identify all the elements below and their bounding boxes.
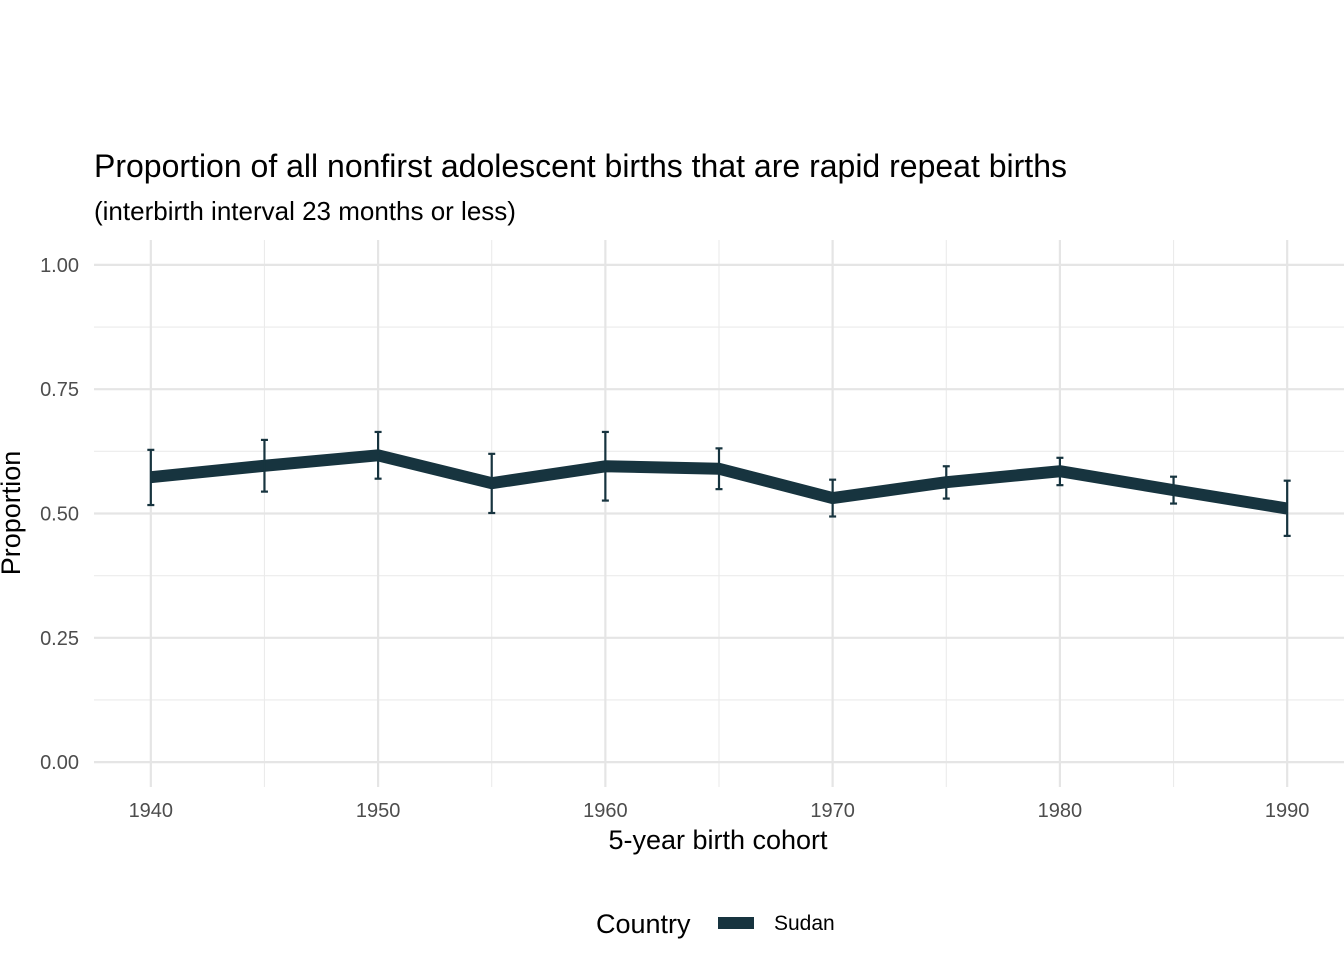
y-tick-label: 0.50 [40, 504, 79, 526]
y-tick-label: 1.00 [40, 255, 79, 277]
y-tick-label: 0.00 [40, 752, 79, 774]
x-tick-label: 1950 [356, 800, 401, 822]
plot-area [147, 430, 1291, 537]
x-axis-title: 5-year birth cohort [608, 825, 828, 855]
x-tick-label: 1980 [1038, 800, 1083, 822]
axes: 0.00 0.25 0.50 0.75 1.00 1940 1950 1960 1970 1980… [40, 255, 1309, 822]
x-tick-label: 1970 [810, 800, 855, 822]
y-tick-label: 0.75 [40, 379, 79, 401]
legend-title: Country [596, 909, 691, 939]
chart-subtitle: (interbirth interval 23 months or less) [94, 196, 516, 226]
legend-key-sudan [718, 917, 754, 929]
error-bar [1056, 456, 1064, 487]
error-bar [1170, 475, 1178, 505]
error-bar [1283, 479, 1291, 537]
x-tick-label: 1990 [1265, 800, 1310, 822]
error-bar [374, 430, 382, 480]
error-bar [488, 452, 496, 515]
legend-label-sudan: Sudan [774, 912, 835, 935]
error-bar [829, 478, 837, 518]
chart-title: Proportion of all nonfirst adolescent bi… [94, 148, 1067, 184]
error-bar [147, 448, 155, 507]
y-axis-title: Proportion [0, 451, 26, 576]
y-tick-label: 0.25 [40, 628, 79, 650]
error-bar [260, 438, 268, 493]
error-bar [942, 465, 950, 500]
grid [94, 240, 1344, 787]
x-tick-label: 1940 [129, 800, 174, 822]
x-tick-label: 1960 [583, 800, 628, 822]
error-bar [715, 447, 723, 491]
legend: Country Sudan [596, 909, 835, 939]
error-bar [601, 430, 609, 502]
